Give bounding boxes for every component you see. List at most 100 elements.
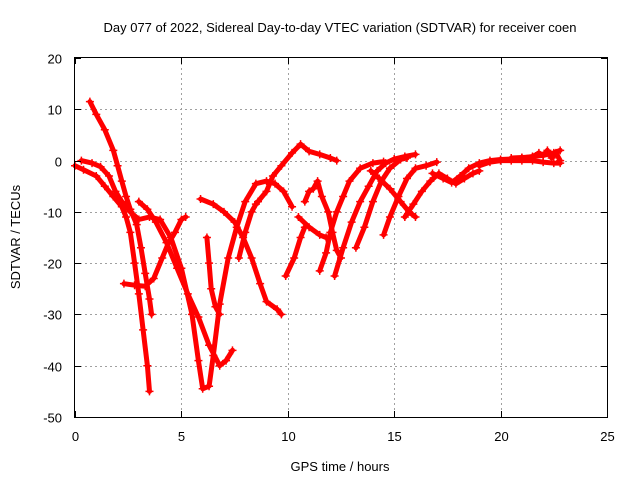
chart-title: Day 077 of 2022, Sidereal Day-to-day VTE… — [103, 20, 576, 35]
data-point-marker — [205, 259, 214, 268]
data-point-marker — [426, 177, 435, 186]
grid-lines — [75, 58, 607, 417]
y-axis-label: SDTVAR / TECUs — [8, 184, 23, 289]
data-point-marker — [356, 197, 365, 206]
data-point-marker — [439, 174, 448, 183]
data-point-marker — [126, 207, 135, 216]
axis-ticks: 0 5 10 15 20 25 -50 -40 -30 -20 -10 0 10 20 — [43, 52, 615, 445]
data-point-marker — [368, 197, 377, 206]
series-arc-1 — [85, 97, 156, 319]
data-point-marker — [228, 346, 237, 355]
x-tick-label: 15 — [387, 429, 401, 444]
data-point-marker — [247, 254, 256, 263]
y-tick-label: -50 — [43, 411, 62, 426]
data-point-marker — [149, 274, 158, 283]
data-point-marker — [141, 269, 150, 278]
data-point-marker — [326, 154, 335, 163]
data-point-marker — [92, 110, 101, 119]
data-point-marker — [109, 146, 118, 155]
x-tick-label: 20 — [494, 429, 508, 444]
data-point-marker — [205, 341, 214, 350]
data-point-marker — [100, 182, 109, 191]
data-point-marker — [177, 215, 186, 224]
data-point-marker — [202, 233, 211, 242]
plot-frame — [74, 57, 608, 418]
series-arc-4 — [119, 212, 190, 291]
data-point-marker — [411, 212, 420, 221]
data-point-marker — [379, 230, 388, 239]
data-point-marker — [79, 165, 88, 174]
x-tick-label: 0 — [72, 429, 79, 444]
data-point-marker — [507, 154, 516, 163]
data-point-marker — [290, 254, 299, 263]
data-point-marker — [551, 148, 560, 157]
data-point-marker — [88, 159, 97, 168]
data-point-marker — [305, 147, 314, 156]
data-point-marker — [198, 384, 207, 393]
data-point-marker — [151, 218, 160, 227]
data-point-marker — [402, 154, 411, 163]
data-point-marker — [296, 233, 305, 242]
x-tick-label: 5 — [178, 429, 185, 444]
data-point-marker — [339, 243, 348, 252]
data-point-marker — [411, 164, 420, 173]
series-line — [78, 158, 295, 392]
series-arc-13 — [315, 157, 388, 275]
data-point-marker — [262, 187, 271, 196]
data-point-marker — [432, 158, 441, 167]
data-point-marker — [375, 174, 384, 183]
data-point-marker — [279, 187, 288, 196]
data-point-marker — [100, 125, 109, 134]
data-point-marker — [422, 161, 431, 170]
data-point-marker — [556, 146, 565, 155]
data-point-marker — [277, 161, 286, 170]
data-point-marker — [294, 212, 303, 221]
data-point-marker — [475, 161, 484, 170]
series-line — [283, 224, 308, 279]
data-point-marker — [113, 161, 122, 170]
series-arc-7 — [254, 140, 341, 206]
data-point-marker — [207, 284, 216, 293]
data-point-marker — [194, 356, 203, 365]
y-tick-label: -40 — [43, 360, 62, 375]
data-point-marker — [145, 295, 154, 304]
data-point-marker — [496, 156, 505, 165]
data-point-marker — [330, 271, 339, 280]
data-point-marker — [385, 184, 394, 193]
data-point-marker — [251, 179, 260, 188]
data-point-marker — [196, 195, 205, 204]
data-point-marker — [136, 243, 145, 252]
series-arc-21 — [507, 146, 565, 165]
data-point-marker — [171, 228, 180, 237]
y-tick-label: -30 — [43, 308, 62, 323]
data-point-marker — [173, 264, 182, 273]
data-point-marker — [447, 178, 456, 187]
data-point-marker — [485, 158, 494, 167]
data-point-marker — [288, 202, 297, 211]
data-point-marker — [315, 230, 324, 239]
y-tick-label: -10 — [43, 206, 62, 221]
data-point-marker — [194, 312, 203, 321]
data-point-marker — [224, 254, 233, 263]
data-point-marker — [396, 197, 405, 206]
data-point-marker — [268, 171, 277, 180]
data-point-marker — [360, 223, 369, 232]
data-point-marker — [122, 212, 131, 221]
data-point-marker — [251, 200, 260, 209]
data-point-marker — [143, 361, 152, 370]
data-point-marker — [256, 279, 265, 288]
data-point-marker — [528, 152, 537, 161]
data-point-marker — [296, 140, 305, 149]
data-point-marker — [339, 192, 348, 201]
data-point-marker — [162, 238, 171, 247]
data-series — [71, 97, 565, 396]
y-tick-label: 20 — [48, 52, 62, 67]
data-point-marker — [215, 310, 224, 319]
data-point-marker — [143, 205, 152, 214]
x-axis-label: GPS time / hours — [291, 459, 390, 474]
data-point-marker — [105, 171, 114, 180]
data-point-marker — [385, 164, 394, 173]
data-point-marker — [315, 266, 324, 275]
data-point-marker — [234, 254, 243, 263]
data-point-marker — [332, 156, 341, 165]
